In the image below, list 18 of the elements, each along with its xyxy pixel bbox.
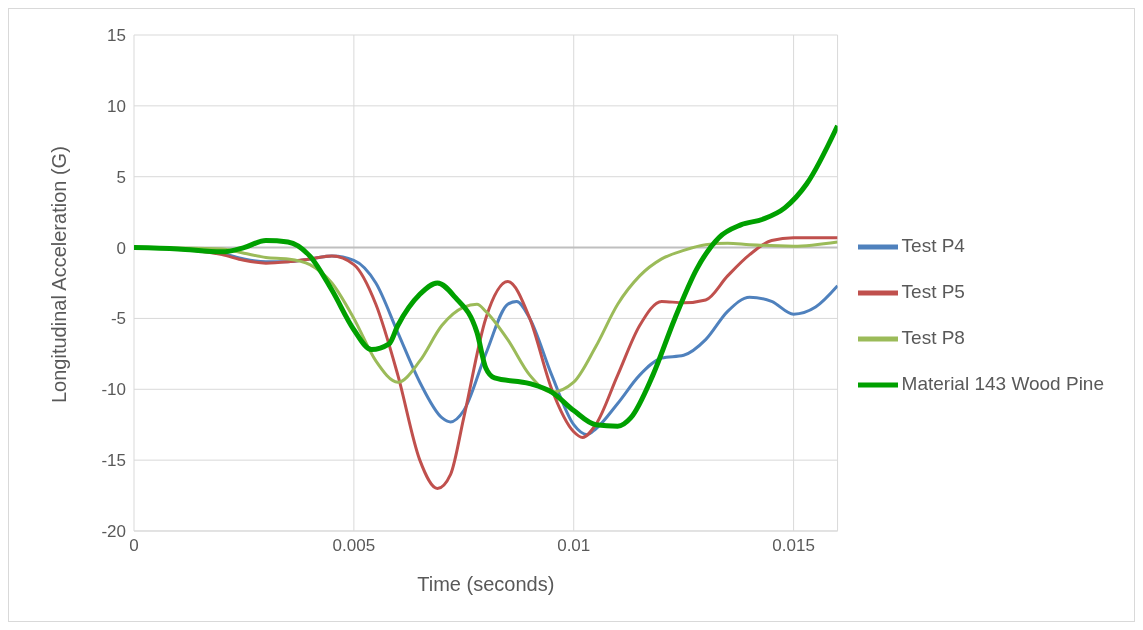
- x-tick-label: 0.01: [557, 536, 591, 556]
- y-tick-label: 10: [107, 96, 126, 116]
- y-tick-label: -10: [101, 380, 126, 400]
- x-tick-label: 0.005: [332, 536, 376, 556]
- x-tick-label: 0: [129, 536, 139, 556]
- y-tick-label: -5: [110, 309, 126, 329]
- legend-label: Material 143 Wood Pine: [901, 373, 1104, 394]
- y-tick-label: -15: [101, 451, 126, 471]
- legend-label: Test P8: [901, 327, 965, 348]
- x-tick-label: 0.015: [772, 536, 815, 556]
- x-axis-title: Time (seconds): [417, 573, 555, 595]
- y-tick-label: 5: [116, 167, 126, 187]
- y-tick-label: 0: [116, 238, 126, 258]
- y-tick-label: 15: [107, 26, 126, 46]
- y-axis-title: Longitudinal Acceleration (G): [48, 146, 71, 403]
- legend-label: Test P4: [901, 235, 965, 256]
- legend-label: Test P5: [901, 281, 965, 302]
- y-tick-label: -20: [101, 522, 126, 542]
